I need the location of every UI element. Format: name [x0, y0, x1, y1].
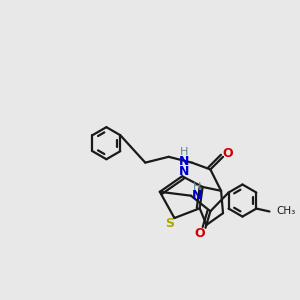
Text: CH₃: CH₃ — [276, 206, 295, 217]
Text: H: H — [180, 147, 188, 157]
Text: N: N — [179, 165, 190, 178]
Text: H: H — [193, 182, 201, 192]
Text: O: O — [222, 147, 233, 161]
Text: N: N — [178, 155, 189, 168]
Text: S: S — [166, 217, 175, 230]
Text: N: N — [192, 189, 202, 202]
Text: O: O — [194, 226, 205, 239]
